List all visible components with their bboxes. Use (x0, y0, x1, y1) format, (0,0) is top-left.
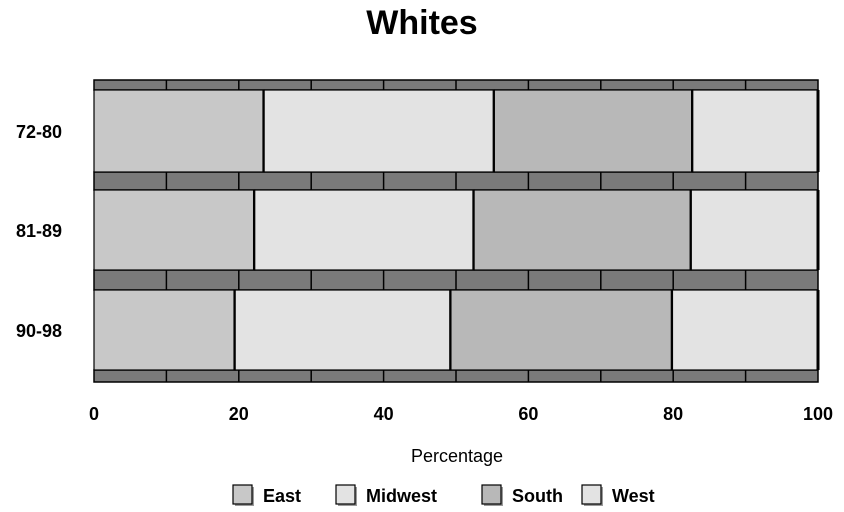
legend-swatch (335, 484, 356, 505)
bar-segment-east (93, 289, 236, 371)
bar-segment-midwest (254, 189, 475, 271)
legend-label: Midwest (366, 486, 437, 506)
x-tick-label: 40 (374, 404, 394, 424)
bar-segment-south (473, 189, 692, 271)
x-axis-tick-labels: 0 20 40 60 80 100 (89, 404, 833, 424)
bar-segment-midwest (234, 289, 452, 371)
legend-label: East (263, 486, 301, 506)
legend-label: West (612, 486, 655, 506)
x-tick-label: 60 (518, 404, 538, 424)
bar-segment-midwest (263, 89, 495, 173)
separator-bands (93, 79, 819, 383)
category-label: 90-98 (16, 321, 62, 341)
bar-segment-west (692, 89, 819, 173)
chart-title: Whites (366, 4, 478, 42)
bar-segment-west (671, 289, 819, 371)
x-tick-label: 20 (229, 404, 249, 424)
category-axis-labels: 72-80 81-89 90-98 (16, 122, 62, 341)
bar-segment-south (493, 89, 694, 173)
x-axis-label: Percentage (411, 446, 503, 466)
x-tick-label: 0 (89, 404, 99, 424)
x-tick-label: 80 (663, 404, 683, 424)
legend-swatch (232, 484, 253, 505)
bar-segment-east (93, 89, 265, 173)
category-label: 72-80 (16, 122, 62, 142)
legend-swatch (581, 484, 602, 505)
legend: East Midwest South West (232, 484, 655, 506)
x-tick-label: 100 (803, 404, 833, 424)
category-label: 81-89 (16, 221, 62, 241)
bar-segment-west (690, 189, 819, 271)
bars (93, 89, 820, 371)
legend-swatch (481, 484, 502, 505)
bar-segment-east (93, 189, 256, 271)
bar-segment-south (450, 289, 674, 371)
legend-label: South (512, 486, 563, 506)
